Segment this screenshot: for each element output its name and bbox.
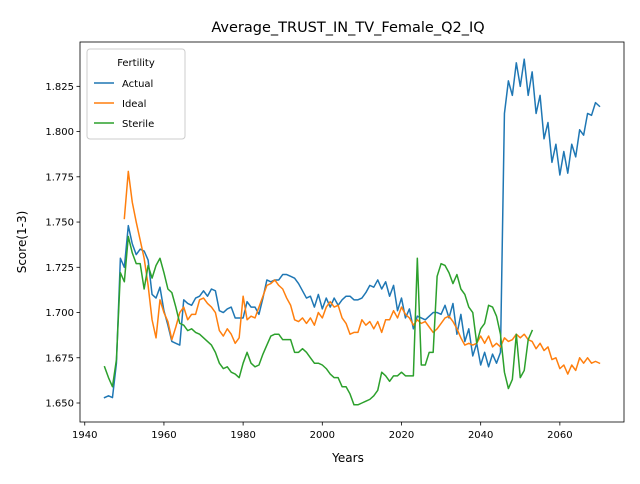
- plot-area: [103, 58, 601, 406]
- series-line-sterile: [103, 235, 534, 406]
- x-tick-label: 2020: [389, 430, 414, 441]
- y-tick-label: 1.750: [45, 218, 74, 229]
- x-tick-label: 1980: [230, 430, 255, 441]
- legend: Fertility Actual Ideal Sterile: [86, 48, 186, 140]
- legend-label-ideal: Ideal: [122, 99, 146, 110]
- y-tick-label: 1.650: [45, 399, 74, 410]
- legend-label-sterile: Sterile: [122, 119, 154, 130]
- legend-title: Fertility: [117, 58, 155, 69]
- y-tick-label: 1.825: [45, 82, 74, 93]
- y-tick-label: 1.775: [45, 172, 74, 183]
- x-tick-label: 2040: [468, 430, 493, 441]
- x-tick-label: 2060: [547, 430, 572, 441]
- axes: 1940 1960 1980 2000 2020 2040 2060 1.650 1.675 1.…: [45, 41, 625, 441]
- x-tick-label: 2000: [310, 430, 335, 441]
- y-tick-label: 1.675: [45, 353, 74, 364]
- legend-label-actual: Actual: [122, 79, 153, 90]
- series-line-actual: [103, 58, 601, 399]
- x-tick-label: 1960: [151, 430, 176, 441]
- axes-frame: [79, 41, 625, 423]
- x-tick-label: 1940: [72, 430, 97, 441]
- y-tick-label: 1.725: [45, 263, 74, 274]
- series-lines: [103, 58, 601, 406]
- y-tick-label: 1.800: [45, 127, 74, 138]
- legend-box: [86, 48, 186, 140]
- y-axis-label: Score(1-3): [15, 211, 29, 274]
- chart-title: Average_TRUST_IN_TV_Female_Q2_IQ: [211, 20, 484, 36]
- y-tick-label: 1.700: [45, 308, 74, 319]
- series-line-ideal: [123, 170, 601, 375]
- x-axis-label: Years: [331, 451, 364, 465]
